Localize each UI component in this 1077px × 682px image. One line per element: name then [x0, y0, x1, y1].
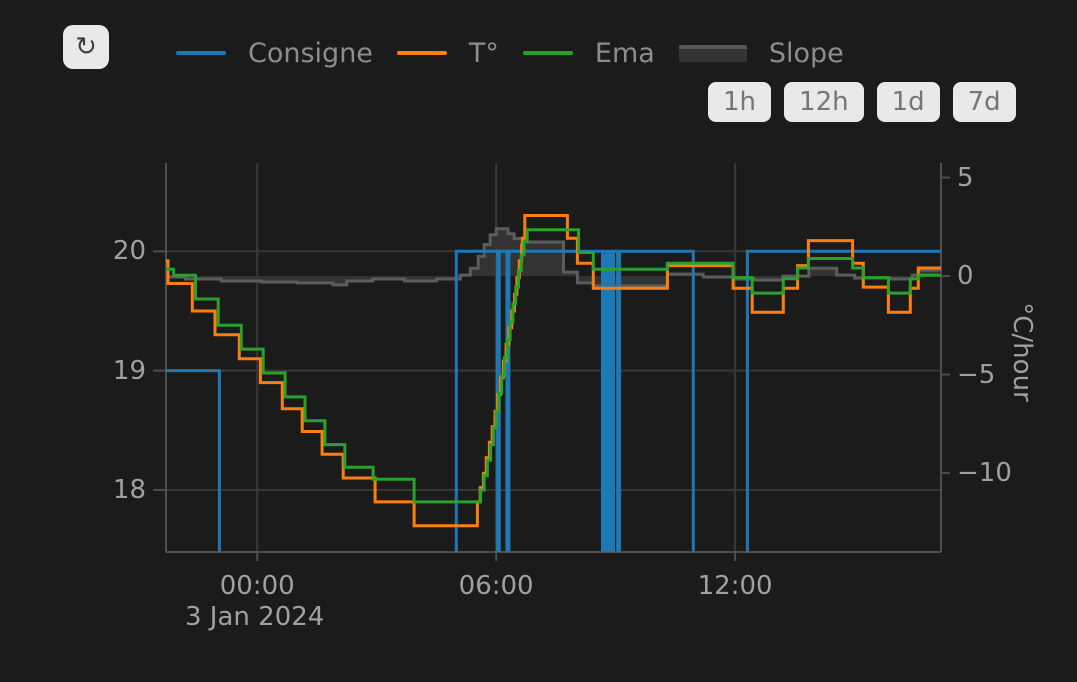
- range-button-group: 1h 12h 1d 7d: [708, 82, 1016, 122]
- legend-swatch-temperature: [396, 51, 447, 55]
- legend-swatch-slope: [678, 44, 747, 62]
- x-axis-date-label: 3 Jan 2024: [185, 602, 325, 632]
- legend-label-consigne: Consigne: [248, 37, 373, 69]
- legend-item-temperature[interactable]: T°: [396, 37, 499, 69]
- legend-item-consigne[interactable]: Consigne: [176, 38, 373, 69]
- legend-swatch-consigne: [176, 51, 226, 55]
- legend-item-ema[interactable]: Ema: [522, 37, 655, 69]
- range-button-1d[interactable]: 1d: [876, 82, 940, 122]
- range-button-7d[interactable]: 7d: [952, 82, 1016, 122]
- legend-label-slope: Slope: [768, 37, 844, 69]
- range-button-12h[interactable]: 12h: [784, 82, 864, 122]
- legend-item-slope[interactable]: Slope: [678, 37, 844, 69]
- legend-swatch-ema: [522, 51, 573, 55]
- range-button-1h[interactable]: 1h: [708, 82, 772, 122]
- legend-label-temperature: T°: [468, 37, 499, 69]
- refresh-button[interactable]: ↻: [63, 25, 109, 69]
- y-axis-right-title: °C/hour: [1007, 302, 1037, 402]
- refresh-icon: ↻: [75, 32, 97, 62]
- legend-label-ema: Ema: [594, 37, 655, 69]
- chart-legend: Consigne T° Ema Slope: [176, 36, 844, 70]
